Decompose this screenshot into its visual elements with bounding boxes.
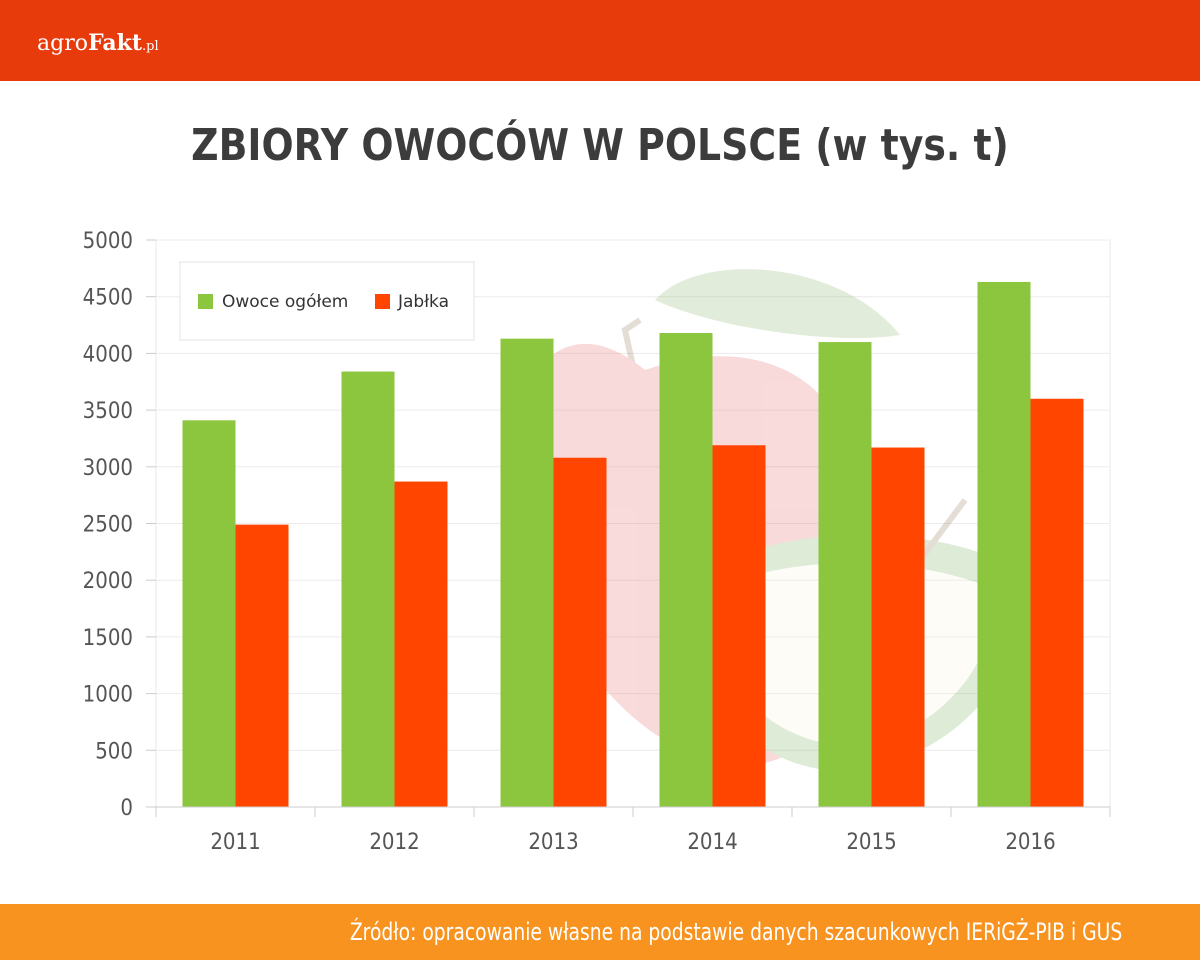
y-tick-label: 2000 xyxy=(83,569,133,594)
y-tick-label: 0 xyxy=(120,796,133,821)
y-tick-label: 1000 xyxy=(83,683,133,708)
bar-owoce-2016 xyxy=(977,281,1031,807)
x-tick-label: 2011 xyxy=(210,830,260,855)
source-note: Źródło: opracowanie własne na podstawie … xyxy=(349,918,1122,946)
logo-part-fakt: Fakt xyxy=(87,30,143,56)
bar-owoce-2011 xyxy=(182,420,236,807)
logo-part-agro: agro xyxy=(37,31,88,56)
x-tick-label: 2013 xyxy=(528,830,578,855)
y-tick-label: 3000 xyxy=(83,456,133,481)
chart-bars xyxy=(182,281,1084,807)
bar-owoce-2015 xyxy=(818,342,872,807)
y-tick-label: 1500 xyxy=(83,626,133,651)
bar-owoce-2013 xyxy=(500,338,554,807)
y-tick-label: 500 xyxy=(95,739,133,764)
bar-jablka-2012 xyxy=(394,481,448,807)
x-tick-label: 2012 xyxy=(369,830,419,855)
bar-owoce-2014 xyxy=(659,332,713,807)
footer-bar: Źródło: opracowanie własne na podstawie … xyxy=(0,904,1200,960)
bar-jablka-2013 xyxy=(553,457,607,807)
legend-label-jablka: Jabłka xyxy=(397,292,449,312)
bar-jablka-2016 xyxy=(1030,398,1084,807)
y-tick-label: 5000 xyxy=(83,229,133,254)
chart-axes: 0 500 1000 1500 2000 2500 3000 3500 4000 4500 5000… xyxy=(83,229,1111,855)
chart-title: ZBIORY OWOCÓW W POLSCE (w tys. t) xyxy=(191,120,1009,171)
legend-label-owoce: Owoce ogółem xyxy=(222,292,348,312)
logo-part-pl: .pl xyxy=(142,39,159,54)
legend-swatch-owoce xyxy=(198,294,213,309)
bar-jablka-2014 xyxy=(712,445,766,807)
x-tick-label: 2014 xyxy=(687,830,737,855)
bar-jablka-2015 xyxy=(871,447,925,807)
bar-owoce-2012 xyxy=(341,371,395,807)
chart-legend: Owoce ogółem Jabłka xyxy=(179,261,475,341)
legend-swatch-jablka xyxy=(375,294,390,309)
x-tick-label: 2016 xyxy=(1005,830,1055,855)
legend-box xyxy=(179,261,475,341)
y-tick-label: 4000 xyxy=(83,342,133,367)
y-tick-label: 4500 xyxy=(83,286,133,311)
header-bar: agroFakt.pl xyxy=(0,0,1200,81)
x-tick-label: 2015 xyxy=(846,830,896,855)
bar-jablka-2011 xyxy=(235,524,289,807)
agrofakt-logo[interactable]: agroFakt.pl xyxy=(37,28,159,62)
y-tick-label: 2500 xyxy=(83,513,133,538)
y-tick-label: 3500 xyxy=(83,399,133,424)
